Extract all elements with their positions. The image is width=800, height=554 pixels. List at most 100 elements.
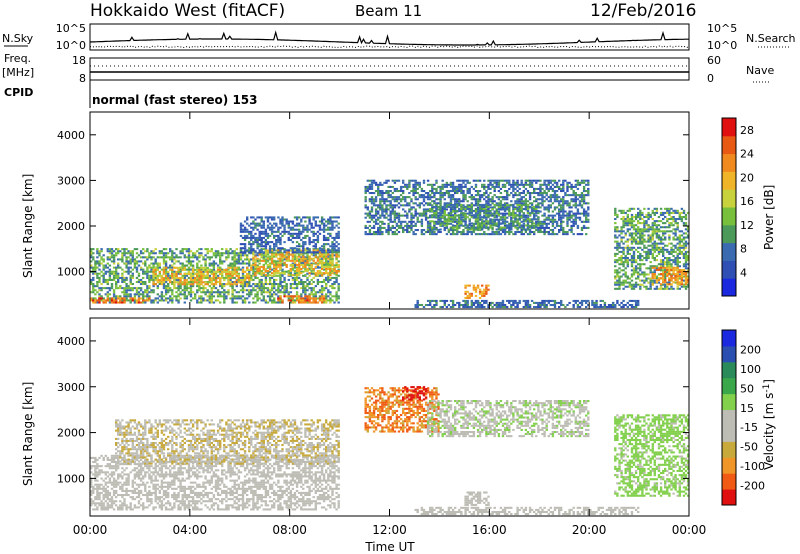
scatter-cell xyxy=(493,224,496,227)
scatter-cell xyxy=(279,263,282,266)
scatter-cell xyxy=(497,185,501,188)
scatter-cell xyxy=(183,301,186,304)
scatter-cell xyxy=(98,276,101,279)
scatter-cell xyxy=(106,250,109,253)
scatter-cell xyxy=(503,226,507,229)
scatter-cell xyxy=(171,275,174,278)
scatter-cell xyxy=(439,194,442,197)
scatter-cell xyxy=(112,266,116,269)
scatter-cell xyxy=(506,216,509,219)
scatter-cell xyxy=(264,249,268,252)
scatter-cell xyxy=(451,214,455,217)
scatter-cell xyxy=(108,276,112,279)
scatter-cell xyxy=(104,301,107,304)
scatter-cell xyxy=(281,291,284,294)
scatter-cell xyxy=(539,210,542,213)
scatter-cell xyxy=(487,233,490,236)
scatter-cell xyxy=(314,255,317,258)
scatter-cell xyxy=(202,281,205,284)
scatter-cell xyxy=(212,301,216,304)
scatter-cell xyxy=(248,301,251,304)
scatter-cell xyxy=(283,218,286,221)
scatter-cell xyxy=(156,293,159,296)
scatter-cell xyxy=(92,256,95,259)
scatter-cell xyxy=(372,198,376,201)
scatter-cell xyxy=(320,248,324,251)
scatter-cell xyxy=(110,285,114,288)
scatter-cell xyxy=(243,249,247,252)
scatter-cell xyxy=(169,274,172,277)
scatter-cell xyxy=(273,268,276,271)
scatter-cell xyxy=(506,231,509,234)
scatter-cell xyxy=(281,264,284,267)
scatter-cell xyxy=(414,202,417,205)
scatter-cell xyxy=(518,218,521,221)
scatter-cell xyxy=(92,301,95,304)
scatter-cell xyxy=(156,281,159,284)
scatter-cell xyxy=(526,205,530,208)
scatter-cell xyxy=(364,185,367,188)
scatter-cell xyxy=(497,181,501,184)
scatter-cell xyxy=(399,185,403,188)
scatter-cell xyxy=(547,179,550,182)
scatter-cell xyxy=(524,198,528,201)
scatter-cell xyxy=(206,250,209,253)
scatter-cell xyxy=(462,181,465,184)
scatter-cell xyxy=(146,256,149,259)
scatter-cell xyxy=(464,290,467,293)
scatter-cell xyxy=(481,220,484,223)
scatter-cell xyxy=(123,278,126,281)
scatter-cell xyxy=(570,231,573,234)
scatter-cell xyxy=(221,287,224,290)
scatter-cell xyxy=(389,202,392,205)
scatter-cell xyxy=(568,202,571,205)
scatter-cell xyxy=(123,248,126,251)
scatter-cell xyxy=(333,239,336,242)
scatter-cell xyxy=(437,231,440,234)
scatter-cell xyxy=(198,277,201,280)
scatter-cell xyxy=(464,292,467,295)
scatter-cell xyxy=(524,183,528,186)
scatter-cell xyxy=(466,290,469,293)
scatter-cell xyxy=(112,278,116,281)
scatter-cell xyxy=(364,196,367,199)
scatter-cell xyxy=(397,212,401,215)
scatter-cell xyxy=(256,270,259,273)
scatter-cell xyxy=(533,196,536,199)
scatter-cell xyxy=(331,249,334,252)
scatter-cell xyxy=(381,210,384,213)
scatter-cell xyxy=(270,287,274,290)
scatter-cell xyxy=(381,214,384,217)
scatter-cell xyxy=(474,179,478,182)
scatter-cell xyxy=(493,212,496,215)
scatter-cell xyxy=(578,200,582,203)
scatter-cell xyxy=(516,222,519,225)
scatter-cell xyxy=(578,202,582,205)
scatter-cell xyxy=(526,224,530,227)
scatter-cell xyxy=(302,257,305,260)
scatter-cell xyxy=(483,179,486,182)
scatter-cell xyxy=(566,216,569,219)
scatter-cell xyxy=(497,231,501,234)
scatter-cell xyxy=(173,266,176,269)
scatter-cell xyxy=(497,220,501,223)
scatter-cell xyxy=(420,222,424,225)
scatter-cell xyxy=(331,251,334,254)
scatter-cell xyxy=(489,222,492,225)
scatter-cell xyxy=(370,218,374,221)
scatter-cell xyxy=(447,202,451,205)
scatter-cell xyxy=(258,265,261,268)
scatter-cell xyxy=(533,205,536,208)
scatter-cell xyxy=(162,281,166,284)
scatter-cell xyxy=(243,258,247,261)
scatter-cell xyxy=(458,200,461,203)
scatter-cell xyxy=(254,272,257,275)
scatter-cell xyxy=(408,192,411,195)
scatter-cell xyxy=(273,299,276,302)
scatter-cell xyxy=(273,236,276,239)
scatter-cell xyxy=(418,204,421,207)
scatter-cell xyxy=(273,243,276,246)
scatter-cell xyxy=(537,192,540,195)
scatter-cell xyxy=(397,190,401,193)
scatter-cell xyxy=(125,252,128,255)
